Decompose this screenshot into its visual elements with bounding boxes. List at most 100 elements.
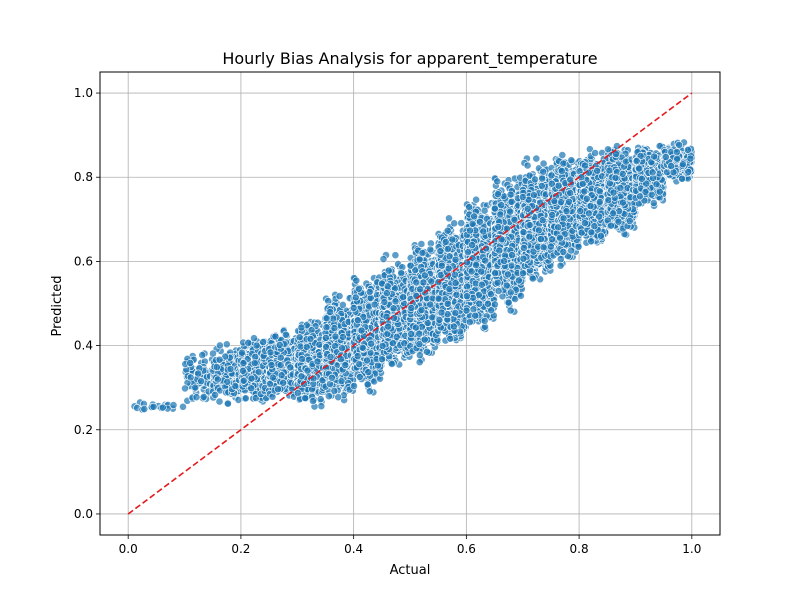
- scatter-point: [301, 394, 310, 402]
- scatter-point: [363, 380, 372, 389]
- scatter-point: [186, 359, 195, 367]
- scatter-point: [266, 348, 275, 357]
- scatter-point: [335, 292, 344, 300]
- scatter-point: [293, 389, 302, 397]
- scatter-point: [321, 333, 330, 342]
- scatter-point: [316, 395, 325, 404]
- scatter-point: [276, 353, 285, 362]
- scatter-point: [399, 293, 408, 301]
- scatter-point: [277, 371, 286, 380]
- scatter-point: [223, 377, 232, 386]
- scatter-point: [331, 332, 340, 341]
- scatter-point: [397, 269, 406, 278]
- scatter-point: [379, 255, 388, 263]
- scatter-point: [302, 342, 311, 351]
- scatter-point: [338, 300, 347, 309]
- scatter-point: [322, 314, 331, 323]
- scatter-point: [327, 373, 336, 382]
- scatter-point: [382, 289, 391, 298]
- scatter-point: [317, 402, 326, 411]
- scatter-point: [353, 352, 362, 360]
- scatter-point: [350, 382, 358, 390]
- scatter-point: [373, 361, 382, 370]
- scatter-point: [295, 333, 304, 342]
- scatter-point: [215, 341, 224, 350]
- scatter-point: [215, 397, 224, 406]
- scatter-point: [213, 375, 222, 384]
- scatter-point: [297, 372, 306, 381]
- scatter-point: [191, 383, 200, 392]
- scatter-point: [275, 340, 284, 349]
- scatter-point: [383, 282, 392, 291]
- scatter-point: [274, 385, 282, 394]
- scatter-point: [179, 402, 187, 411]
- scatter-point: [149, 402, 158, 411]
- scatter-point: [271, 332, 280, 341]
- scatter-point: [286, 363, 295, 372]
- scatter-point: [279, 378, 288, 387]
- scatter-point: [199, 392, 208, 401]
- scatter-point: [215, 355, 224, 364]
- scatter-point: [322, 342, 330, 351]
- scatter-point: [326, 353, 335, 361]
- scatter-point: [192, 393, 201, 402]
- scatter-point: [358, 343, 367, 352]
- scatter-point: [309, 397, 317, 405]
- scatter-point: [324, 392, 333, 401]
- scatter-point: [391, 297, 400, 306]
- scatter-point: [365, 287, 374, 296]
- scatter-point: [297, 323, 306, 332]
- scatter-point: [222, 340, 231, 349]
- scatter-point: [241, 394, 250, 403]
- scatter-point: [355, 360, 364, 369]
- scatter-point: [387, 359, 396, 368]
- scatter-point: [252, 341, 261, 350]
- scatter-point: [303, 366, 312, 375]
- scatter-point: [370, 300, 379, 309]
- scatter-point: [244, 338, 253, 347]
- scatter-point: [354, 284, 363, 293]
- scatter-point: [268, 373, 277, 382]
- scatter-point: [330, 386, 339, 395]
- scatter-point: [247, 374, 256, 383]
- scatter-point: [367, 339, 375, 348]
- scatter-point: [352, 276, 361, 285]
- scatter-point: [338, 344, 346, 353]
- scatter-point: [226, 365, 235, 373]
- scatter-point: [298, 355, 306, 363]
- scatter-point: [330, 324, 339, 332]
- scatter-point: [357, 326, 366, 335]
- scatter-point: [158, 403, 167, 412]
- scatter-point: [329, 314, 338, 323]
- scatter-point: [378, 341, 387, 350]
- scatter-point: [364, 368, 373, 377]
- scatter-point: [194, 369, 203, 378]
- scatter-point: [384, 322, 392, 331]
- scatter-point: [186, 373, 195, 382]
- scatter-point: [380, 298, 389, 306]
- scatter-point: [267, 361, 276, 369]
- scatter-point: [239, 359, 248, 367]
- scatter-point: [223, 399, 232, 408]
- scatter-point: [212, 363, 221, 371]
- scatter-point: [334, 393, 343, 402]
- scatter-point: [338, 332, 347, 341]
- scatter-point: [211, 390, 219, 399]
- scatter-point: [231, 382, 240, 390]
- scatter-point: [140, 405, 149, 413]
- scatter-point: [384, 266, 393, 275]
- scatter-point: [391, 251, 400, 260]
- scatter-point: [181, 384, 189, 393]
- scatter-point: [238, 348, 246, 357]
- scatter-point: [209, 349, 217, 358]
- scatter-point: [349, 303, 358, 312]
- scatter-point: [365, 387, 374, 396]
- scatter-point: [239, 376, 248, 385]
- scatter-point: [276, 361, 285, 369]
- scatter-point: [259, 338, 268, 346]
- scatter-point: [197, 377, 206, 386]
- scatter-point: [322, 323, 331, 332]
- scatter-point: [313, 357, 322, 366]
- scatter-point: [306, 334, 315, 343]
